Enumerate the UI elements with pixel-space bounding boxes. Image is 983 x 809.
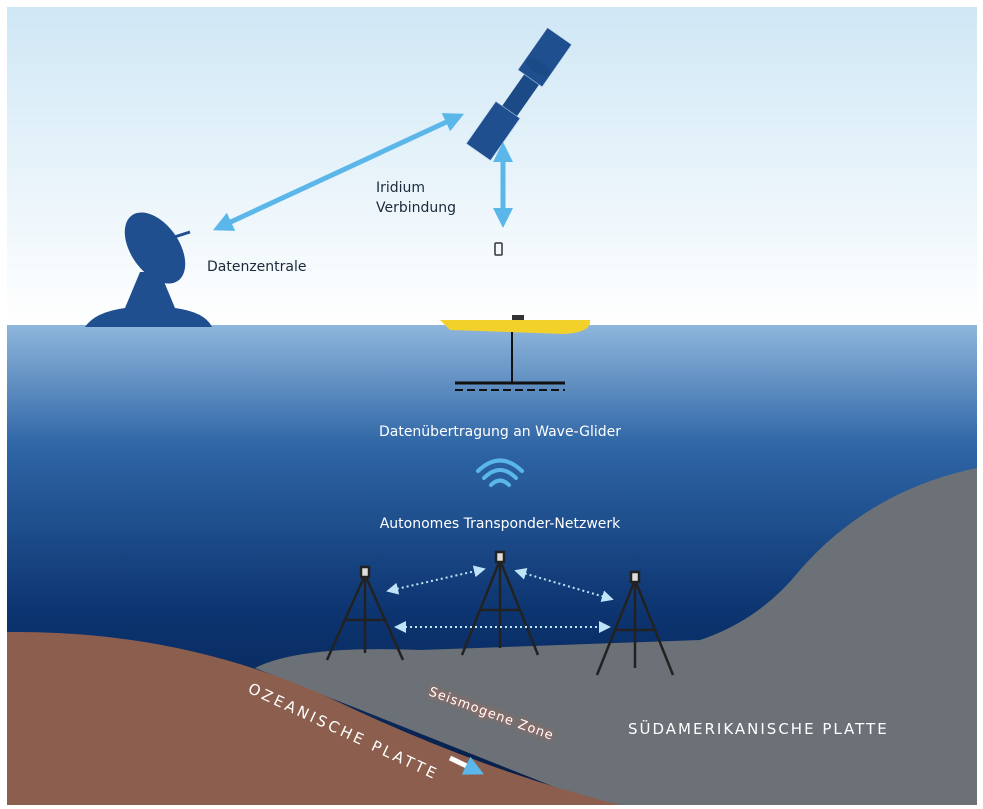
wave-glider [440,315,591,391]
south-american-plate-label: SÜDAMERIKANISCHE PLATTE [628,719,889,738]
acoustic-link [386,565,614,633]
text-line: Verbindung [376,200,456,216]
satellite [465,26,573,162]
transponder [325,550,675,676]
antenna [494,242,503,256]
plate-arrow [448,755,485,775]
signal [476,458,524,487]
text-line: Iridium [376,180,425,196]
dish [85,212,212,327]
datacenter-label: Datenzentrale [207,259,307,275]
network-label: Autonomes Transponder-Netzwerk [380,516,621,532]
south-american-plate [255,468,977,805]
iridium-label: Iridium Verbindung [376,180,456,216]
link-arrow [212,113,465,231]
transmission-label: Datenübertragung an Wave-Glider [379,424,621,440]
